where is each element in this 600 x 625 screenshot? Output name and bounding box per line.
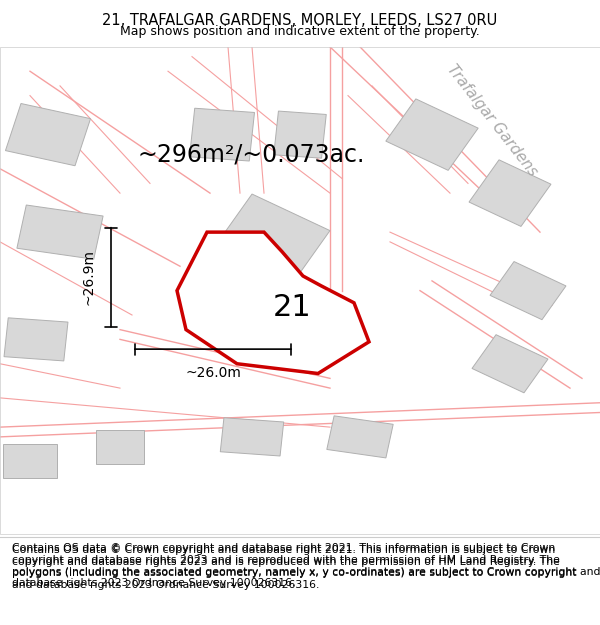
Text: 21, TRAFALGAR GARDENS, MORLEY, LEEDS, LS27 0RU: 21, TRAFALGAR GARDENS, MORLEY, LEEDS, LS…	[103, 13, 497, 28]
Polygon shape	[5, 104, 91, 166]
Polygon shape	[190, 108, 254, 161]
Polygon shape	[4, 318, 68, 361]
Polygon shape	[3, 444, 57, 478]
Polygon shape	[96, 429, 144, 464]
Text: 21: 21	[273, 293, 312, 322]
Text: ~296m²/~0.073ac.: ~296m²/~0.073ac.	[138, 142, 365, 166]
Text: Contains OS data © Crown copyright and database right 2021. This information is : Contains OS data © Crown copyright and d…	[12, 543, 600, 588]
Text: ~26.9m: ~26.9m	[82, 249, 96, 305]
Polygon shape	[472, 334, 548, 393]
Text: Contains OS data © Crown copyright and database right 2021. This information is : Contains OS data © Crown copyright and d…	[12, 545, 577, 590]
Text: Map shows position and indicative extent of the property.: Map shows position and indicative extent…	[120, 26, 480, 39]
Polygon shape	[327, 416, 393, 458]
Text: Trafalgar Gardens: Trafalgar Gardens	[444, 61, 540, 179]
Polygon shape	[469, 160, 551, 226]
Polygon shape	[386, 99, 478, 171]
Text: ~26.0m: ~26.0m	[185, 366, 241, 380]
Polygon shape	[490, 261, 566, 320]
Polygon shape	[220, 418, 284, 456]
Polygon shape	[274, 111, 326, 158]
Polygon shape	[210, 194, 330, 290]
Polygon shape	[177, 232, 369, 374]
Polygon shape	[17, 205, 103, 259]
